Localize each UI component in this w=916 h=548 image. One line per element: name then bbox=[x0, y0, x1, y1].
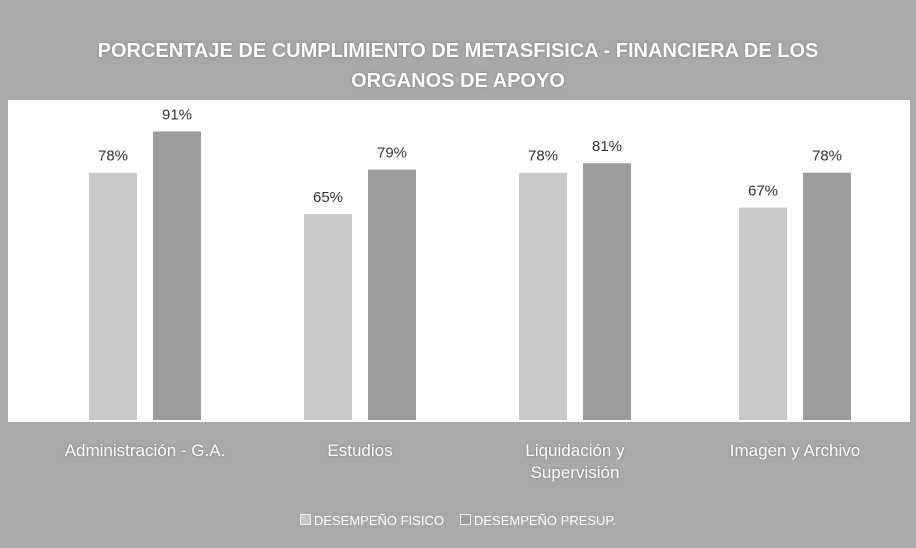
bar bbox=[583, 163, 631, 421]
data-label: 79% bbox=[377, 145, 407, 162]
legend-label: DESEMPEÑO FISICO bbox=[313, 513, 444, 528]
data-label: 78% bbox=[812, 148, 842, 165]
x-tick-label: Imagen y Archivo bbox=[729, 441, 861, 460]
x-tick-label: Estudios bbox=[327, 441, 393, 460]
legend: DESEMPEÑO FISICO DESEMPEÑO PRESUP. bbox=[0, 513, 916, 528]
bar bbox=[304, 213, 352, 420]
data-label: 78% bbox=[528, 148, 558, 165]
x-tick-label: Administración - G.A. bbox=[64, 441, 226, 460]
data-label: 65% bbox=[313, 189, 343, 206]
data-label: 91% bbox=[162, 107, 192, 124]
bar bbox=[739, 207, 787, 420]
data-label: 81% bbox=[592, 138, 622, 155]
legend-label: DESEMPEÑO PRESUP. bbox=[473, 513, 617, 528]
bar bbox=[153, 131, 201, 420]
bar bbox=[803, 172, 851, 420]
legend-item: DESEMPEÑO PRESUP. bbox=[459, 513, 617, 528]
data-label: 78% bbox=[98, 148, 128, 165]
data-label: 67% bbox=[748, 183, 778, 200]
x-tick-label: Liquidación y Supervisión bbox=[525, 441, 625, 482]
legend-swatch bbox=[299, 514, 311, 525]
plot-area: 78% 91% 65% 79% 78% 81% 67% 78% bbox=[8, 100, 910, 422]
chart-title: PORCENTAJE DE CUMPLIMIENTO DE METASFISIC… bbox=[97, 40, 819, 92]
legend-swatch bbox=[459, 514, 471, 525]
bar bbox=[368, 169, 416, 420]
legend-item: DESEMPEÑO FISICO bbox=[299, 513, 444, 528]
bar bbox=[519, 172, 567, 420]
bar bbox=[89, 172, 137, 420]
